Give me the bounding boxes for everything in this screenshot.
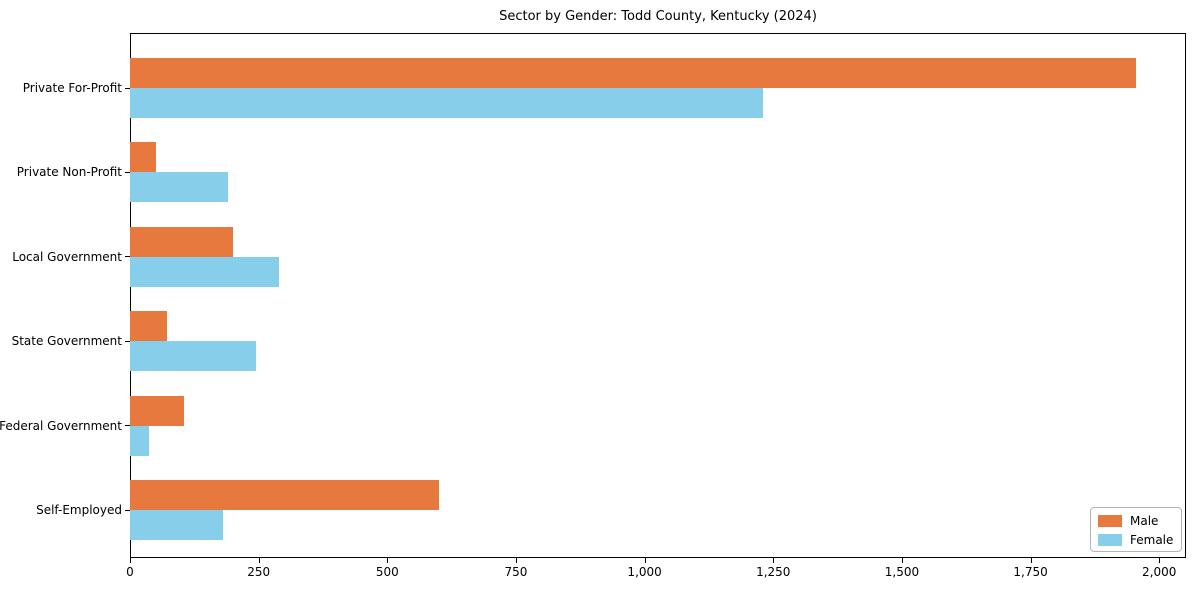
y-tick-mark (125, 87, 130, 89)
female-bar-private-for-profit (130, 88, 763, 118)
y-tick-mark (125, 509, 130, 511)
x-tick-label: 500 (375, 565, 399, 579)
x-tick-label: 250 (247, 565, 271, 579)
x-tick-label: 1,500 (884, 565, 920, 579)
female-bar-local-government (130, 256, 280, 287)
x-tick-label: 0 (126, 565, 134, 579)
x-tick-mark (258, 558, 260, 563)
male-bar-self-employed (130, 480, 439, 510)
x-tick-label: 1,250 (756, 565, 791, 579)
x-tick-mark (515, 558, 518, 563)
female-bar-state-government (130, 341, 257, 372)
x-tick-label: 2,000 (1142, 565, 1177, 579)
x-tick-mark (773, 558, 775, 563)
chart-title: Sector by Gender: Todd County, Kentucky … (499, 9, 817, 24)
legend-label-male: Male (1130, 513, 1159, 528)
plot-area (130, 33, 1186, 558)
female-color-swatch (1098, 533, 1122, 546)
male-bar-federal-government (130, 395, 185, 426)
female-bar-private-non-profit (130, 172, 228, 203)
female-bar-federal-government (130, 425, 150, 456)
y-tick-mark (125, 171, 130, 174)
legend-entry-female: Female (1098, 532, 1174, 547)
x-tick-mark (387, 558, 389, 563)
x-tick-mark (130, 558, 132, 563)
male-bar-state-government (130, 311, 168, 342)
x-tick-mark (901, 558, 904, 563)
x-tick-mark (1159, 558, 1161, 563)
y-tick-mark (125, 340, 130, 342)
x-tick-mark (1030, 558, 1032, 563)
female-bar-self-employed (130, 510, 223, 540)
legend-label-female: Female (1130, 532, 1174, 547)
male-bar-local-government (130, 226, 233, 257)
x-tick-label: 750 (504, 565, 528, 579)
legend-entry-male: Male (1098, 513, 1174, 528)
male-bar-private-for-profit (130, 58, 1137, 88)
male-color-swatch (1098, 514, 1122, 527)
x-tick-label: 1,000 (627, 565, 662, 579)
legend: Male Female (1090, 507, 1182, 552)
y-tick-mark (125, 425, 130, 427)
y-tick-mark (125, 256, 130, 258)
x-tick-label: 1,750 (1013, 565, 1048, 579)
x-tick-mark (644, 558, 646, 563)
male-bar-private-non-profit (130, 142, 156, 173)
